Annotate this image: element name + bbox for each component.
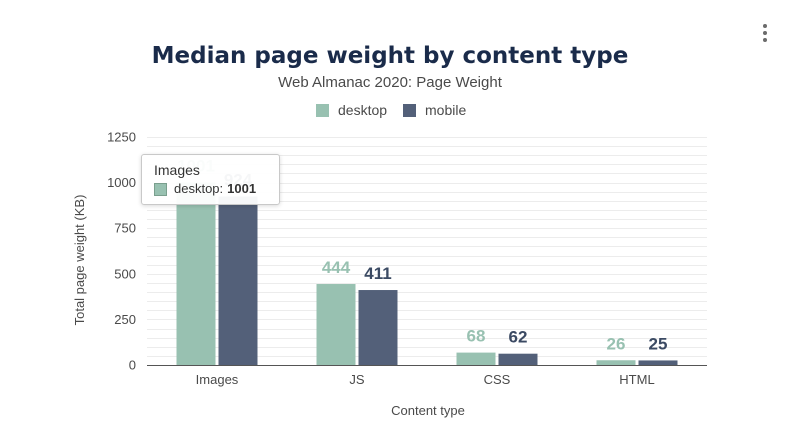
y-tick-label: 0 — [129, 358, 136, 373]
chart-subtitle: Web Almanac 2020: Page Weight — [278, 74, 503, 91]
bars — [176, 182, 678, 365]
bar-mobile-js[interactable] — [358, 290, 398, 365]
tooltip-swatch — [154, 182, 167, 196]
bar-desktop-js[interactable] — [316, 284, 356, 365]
y-tick-label: 1250 — [107, 130, 136, 145]
x-axis-label: Content type — [391, 403, 465, 418]
legend: desktop mobile — [316, 102, 466, 118]
bar-mobile-html[interactable] — [638, 360, 678, 365]
data-label-mobile-js: 411 — [364, 264, 391, 283]
bar-desktop-images[interactable] — [176, 182, 216, 365]
data-label-desktop-css: 68 — [467, 327, 486, 346]
kebab-menu-icon[interactable] — [760, 22, 770, 44]
x-tick-label: JS — [349, 372, 365, 387]
data-label-mobile-css: 62 — [509, 328, 528, 347]
y-tick-label: 250 — [114, 312, 136, 327]
menu-dot — [763, 38, 767, 42]
data-label-mobile-html: 25 — [649, 334, 668, 353]
menu-dot — [763, 31, 767, 35]
x-axis-ticks: Images JS CSS HTML — [196, 372, 655, 387]
x-tick-label: HTML — [619, 372, 654, 387]
data-label-desktop-js: 444 — [322, 258, 351, 277]
bar-desktop-css[interactable] — [456, 352, 496, 365]
tooltip: Images desktop: 1001 — [141, 154, 280, 205]
bar-mobile-images[interactable] — [218, 196, 258, 365]
menu-dot — [763, 24, 767, 28]
y-tick-label: 750 — [114, 221, 136, 236]
tooltip-series-label: desktop: — [174, 181, 224, 196]
tooltip-title: Images — [154, 162, 200, 178]
chart-title: Median page weight by content type — [152, 43, 629, 69]
y-axis-ticks: 0 250 500 750 1000 1250 — [107, 130, 136, 373]
y-tick-label: 1000 — [107, 175, 136, 190]
data-label-desktop-html: 26 — [607, 334, 626, 353]
bar-desktop-html[interactable] — [596, 360, 636, 365]
legend-label-desktop[interactable]: desktop — [338, 102, 387, 118]
y-axis-label: Total page weight (KB) — [72, 195, 87, 326]
legend-label-mobile[interactable]: mobile — [425, 102, 466, 118]
x-tick-label: Images — [196, 372, 239, 387]
legend-swatch-mobile[interactable] — [403, 104, 416, 117]
x-tick-label: CSS — [484, 372, 511, 387]
tooltip-value: 1001 — [227, 181, 257, 196]
tooltip-row: desktop: 1001 — [154, 181, 267, 197]
legend-swatch-desktop[interactable] — [316, 104, 329, 117]
y-tick-label: 500 — [114, 266, 136, 281]
bar-mobile-css[interactable] — [498, 353, 538, 365]
